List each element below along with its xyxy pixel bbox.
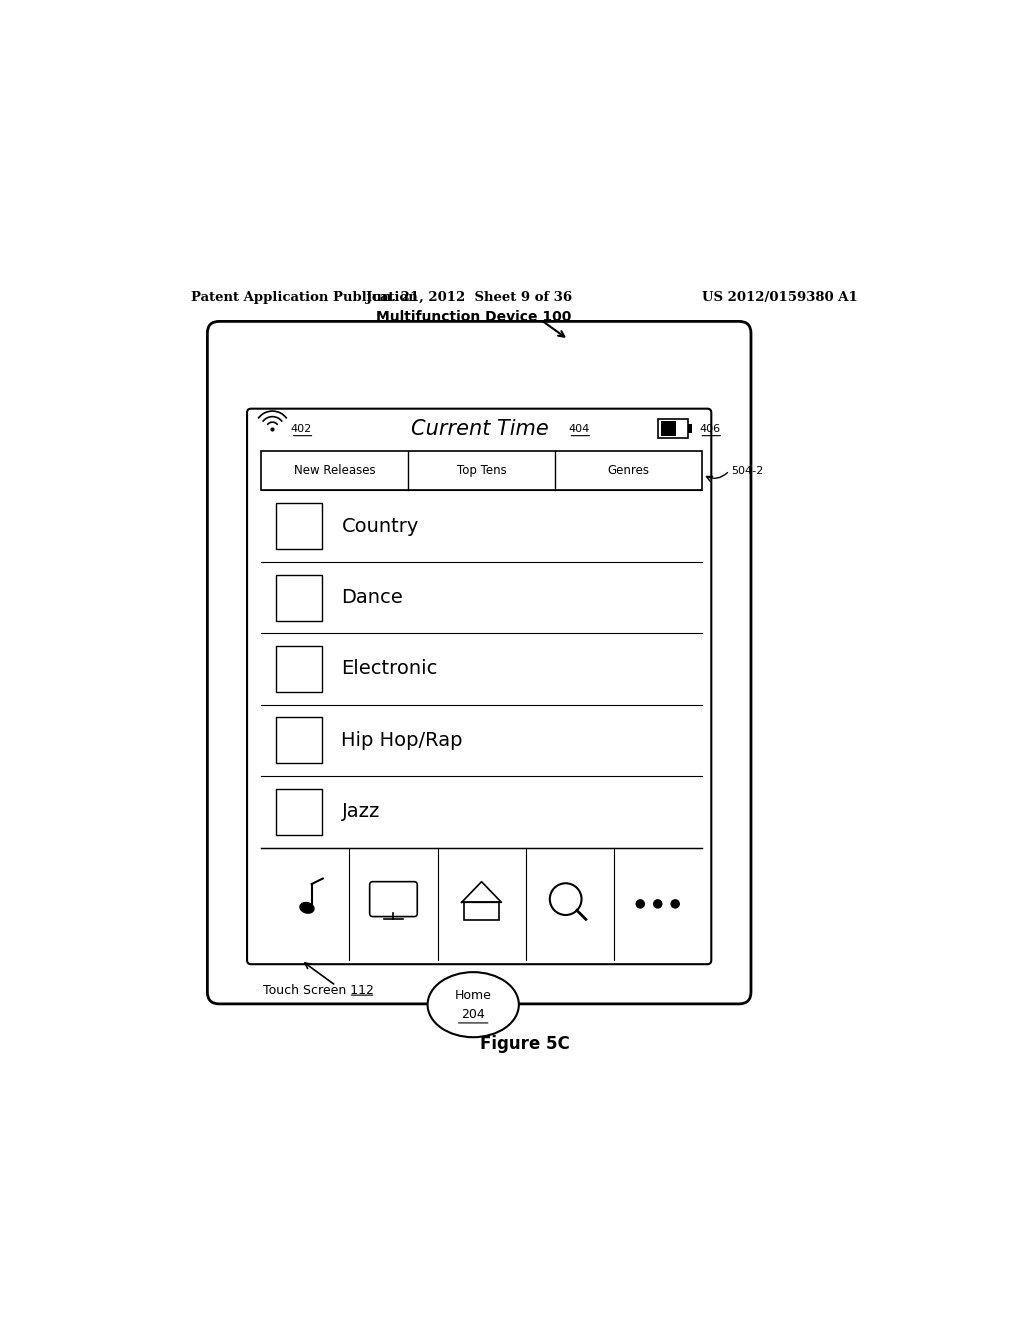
Text: Home: Home xyxy=(455,989,492,1002)
Text: 404: 404 xyxy=(568,424,590,433)
Bar xyxy=(275,645,322,692)
FancyBboxPatch shape xyxy=(370,882,417,916)
Bar xyxy=(275,717,322,763)
Text: 204: 204 xyxy=(462,1007,485,1020)
Circle shape xyxy=(653,899,663,908)
Text: Multifunction Device 100: Multifunction Device 100 xyxy=(376,310,571,325)
Bar xyxy=(275,503,322,549)
Text: Dance: Dance xyxy=(341,587,403,607)
Text: Electronic: Electronic xyxy=(341,660,438,678)
Text: 406: 406 xyxy=(699,424,721,433)
Text: Current Time: Current Time xyxy=(411,418,549,438)
Text: Jazz: Jazz xyxy=(341,803,380,821)
Text: Touch Screen 112: Touch Screen 112 xyxy=(263,983,374,997)
FancyBboxPatch shape xyxy=(207,321,751,1005)
Text: Top Tens: Top Tens xyxy=(457,465,507,477)
Text: Genres: Genres xyxy=(607,465,649,477)
Text: 504-2: 504-2 xyxy=(731,466,763,475)
Text: 402: 402 xyxy=(291,424,312,433)
Circle shape xyxy=(636,899,645,908)
Bar xyxy=(275,574,322,620)
Bar xyxy=(261,450,701,491)
Text: Patent Application Publication: Patent Application Publication xyxy=(191,292,418,304)
Ellipse shape xyxy=(300,903,314,913)
FancyBboxPatch shape xyxy=(688,424,692,433)
Text: Figure 5C: Figure 5C xyxy=(480,1035,569,1052)
FancyBboxPatch shape xyxy=(658,418,688,438)
Text: Hip Hop/Rap: Hip Hop/Rap xyxy=(341,731,463,750)
FancyBboxPatch shape xyxy=(660,421,677,436)
Ellipse shape xyxy=(428,972,519,1038)
Bar xyxy=(464,903,499,920)
Circle shape xyxy=(671,899,680,908)
FancyBboxPatch shape xyxy=(247,409,712,964)
Text: US 2012/0159380 A1: US 2012/0159380 A1 xyxy=(702,292,858,304)
Text: Jun. 21, 2012  Sheet 9 of 36: Jun. 21, 2012 Sheet 9 of 36 xyxy=(367,292,572,304)
Circle shape xyxy=(550,883,582,915)
Text: New Releases: New Releases xyxy=(294,465,376,477)
Bar xyxy=(275,789,322,834)
Text: Country: Country xyxy=(341,516,419,536)
